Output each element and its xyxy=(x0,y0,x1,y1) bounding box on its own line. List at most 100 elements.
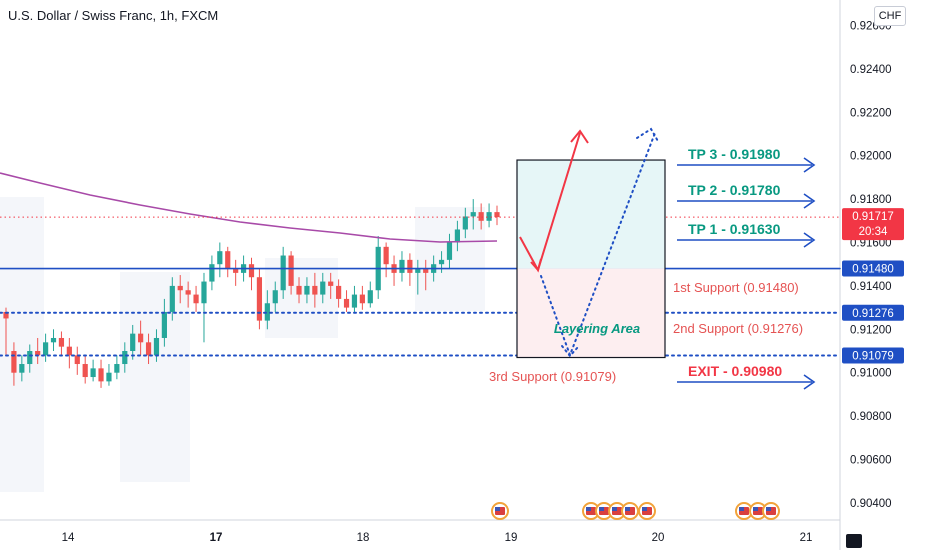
candle-body xyxy=(478,212,484,221)
price-tick-label: 0.90400 xyxy=(850,498,892,510)
candle-body xyxy=(367,290,373,304)
candle-body xyxy=(138,333,144,343)
candle-body xyxy=(264,303,270,321)
candle-body xyxy=(486,212,492,221)
candle-body xyxy=(415,268,421,273)
profit-zone xyxy=(517,160,665,269)
candle-body xyxy=(209,264,215,282)
candle-body xyxy=(153,337,160,356)
price-tick-label: 0.91000 xyxy=(850,368,892,380)
candle-body xyxy=(114,364,120,373)
price-tick-label: 0.92400 xyxy=(850,64,892,76)
candle-body xyxy=(407,259,413,273)
candle-body xyxy=(66,346,72,356)
session-band-1 xyxy=(120,272,190,482)
current-price-value: 0.91717 xyxy=(852,211,894,223)
session-band-0 xyxy=(0,197,44,492)
target-label: TP 3 - 0.91980 xyxy=(688,146,781,162)
position-box xyxy=(516,159,666,359)
annotation-label: Layering Area xyxy=(554,321,640,336)
candle-body xyxy=(201,281,207,304)
candle-body xyxy=(74,355,80,365)
price-tick-label: 0.90800 xyxy=(850,411,892,423)
support-label: 1st Support (0.91480) xyxy=(673,280,799,295)
price-tag xyxy=(842,260,904,277)
us-flag-event-icon xyxy=(753,507,758,511)
candle-body xyxy=(304,285,310,295)
candle-body xyxy=(312,285,318,295)
candle-body xyxy=(438,259,445,265)
candle-body xyxy=(122,351,128,365)
arrow-head-icon xyxy=(636,127,660,144)
candle-body xyxy=(454,229,461,243)
candle-body xyxy=(359,294,365,304)
current-price-tag xyxy=(842,208,904,241)
price-tick-label: 0.91800 xyxy=(850,194,892,206)
candle-body xyxy=(446,242,453,260)
arrow-head-icon xyxy=(530,258,542,273)
candle-body xyxy=(169,285,175,312)
price-tag xyxy=(842,347,904,364)
candle-body xyxy=(82,364,88,378)
candle-body xyxy=(106,372,112,382)
candle-body xyxy=(50,337,57,343)
us-flag-event-icon xyxy=(599,507,604,511)
date-tick-label: 21 xyxy=(800,532,813,544)
candle-body xyxy=(3,311,9,319)
candle-body xyxy=(42,342,49,356)
candle-body xyxy=(383,246,389,265)
candle-body xyxy=(58,337,65,347)
candle-body xyxy=(288,255,294,286)
candle-body xyxy=(225,251,231,269)
candle-body xyxy=(90,368,96,378)
candle-body xyxy=(423,268,429,273)
us-flag-event-icon xyxy=(739,507,744,511)
candle-body xyxy=(494,212,500,218)
arrow-right-icon xyxy=(803,193,816,209)
support-label: 2nd Support (0.91276) xyxy=(673,321,803,336)
candle-body xyxy=(470,212,476,217)
arrow-right-icon xyxy=(803,374,816,390)
candle-body xyxy=(272,290,278,304)
price-tick-label: 0.91600 xyxy=(850,238,892,250)
candle-body xyxy=(193,294,199,304)
date-tick-label: 20 xyxy=(652,532,665,544)
price-tag-label: 0.91079 xyxy=(852,351,894,363)
candle-body xyxy=(161,311,167,338)
price-tag-label: 0.91276 xyxy=(852,308,894,320)
candle-body xyxy=(351,294,358,308)
candle-body xyxy=(296,285,302,295)
candle-body xyxy=(248,264,255,278)
tradingview-logo-icon[interactable] xyxy=(846,534,862,548)
candle-body xyxy=(27,351,33,365)
candle-body xyxy=(233,268,239,273)
arrow-right-icon xyxy=(803,232,816,248)
price-tick-label: 0.92200 xyxy=(850,107,892,119)
currency-selector[interactable]: CHF xyxy=(874,6,906,26)
price-tick-label: 0.90600 xyxy=(850,455,892,467)
candle-body xyxy=(462,216,468,230)
candle-body xyxy=(328,281,334,286)
us-flag-event-icon xyxy=(766,507,771,511)
date-tick-label: 19 xyxy=(505,532,518,544)
arrow-head-icon xyxy=(561,345,579,358)
price-tag-label: 0.91480 xyxy=(852,264,894,276)
price-tag xyxy=(842,304,904,321)
us-flag-event-icon xyxy=(495,507,500,511)
candle-body xyxy=(280,255,286,291)
date-tick-label: 17 xyxy=(210,532,223,544)
candle-body xyxy=(177,285,183,291)
us-flag-event-icon xyxy=(586,507,591,511)
candle-body xyxy=(399,259,405,273)
candle-body xyxy=(98,368,104,382)
candle-body xyxy=(185,290,191,295)
us-flag-event-icon xyxy=(625,507,630,511)
candle-body xyxy=(217,251,223,265)
date-tick-label: 14 xyxy=(62,532,75,544)
candle-body xyxy=(35,351,41,356)
arrow-head-icon xyxy=(570,129,589,144)
candle-body xyxy=(343,298,350,308)
date-tick-label: 18 xyxy=(357,532,370,544)
